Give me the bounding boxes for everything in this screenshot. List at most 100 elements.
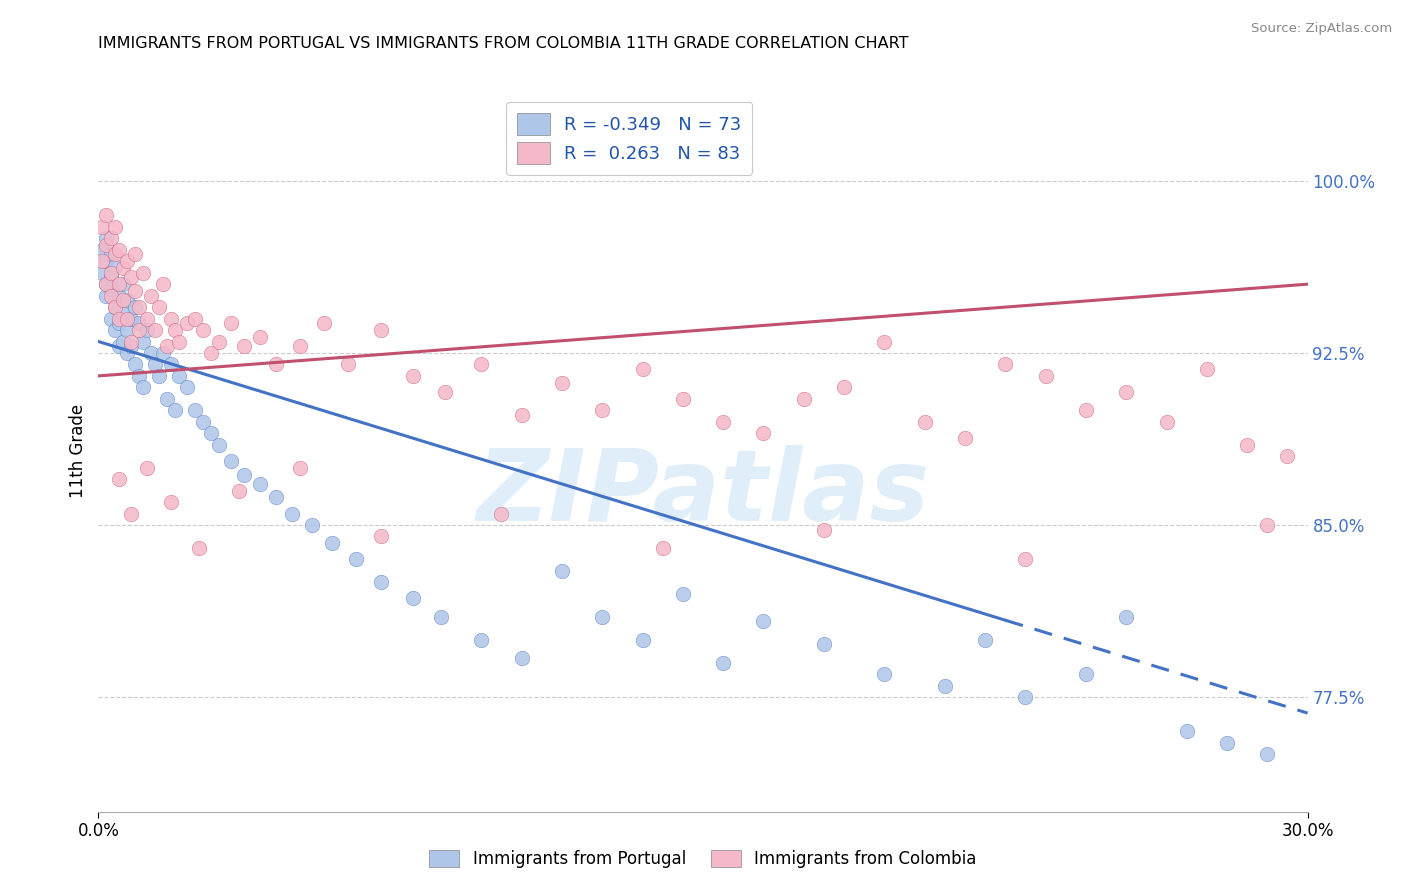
Point (337, 358, 360, 372)
Point (193, 323, 215, 337)
Point (591, 609, 613, 624)
Point (510, 408, 533, 422)
Point (1236, 438, 1258, 452)
Point (1216, 736, 1239, 750)
Point (1074, 667, 1097, 681)
Point (953, 431, 976, 445)
Point (156, 392, 179, 406)
Point (370, 529, 392, 543)
Point (124, 247, 146, 261)
Point (111, 307, 134, 321)
Point (115, 346, 138, 360)
Point (167, 368, 190, 383)
Point (107, 277, 129, 292)
Point (107, 472, 129, 486)
Point (491, 507, 513, 521)
Point (160, 311, 183, 326)
Point (135, 311, 157, 326)
Point (115, 293, 138, 308)
Point (994, 358, 1017, 372)
Point (160, 358, 183, 372)
Point (103, 300, 125, 314)
Point (96, 231, 118, 245)
Point (370, 323, 392, 337)
Point (103, 219, 125, 234)
Point (1115, 609, 1137, 624)
Point (470, 358, 492, 372)
Point (100, 270, 122, 285)
Point (111, 277, 134, 292)
Point (120, 270, 142, 285)
Point (132, 266, 155, 280)
Point (813, 637, 835, 651)
Point (91, 266, 114, 280)
Point (832, 380, 855, 394)
Point (103, 247, 125, 261)
Point (124, 358, 146, 372)
Point (111, 334, 134, 349)
Point (208, 438, 231, 452)
Point (288, 460, 311, 475)
Point (1035, 368, 1057, 383)
Point (470, 632, 492, 647)
Point (100, 311, 122, 326)
Point (107, 339, 129, 353)
Point (139, 288, 162, 302)
Point (148, 300, 170, 314)
Point (115, 311, 138, 326)
Point (551, 564, 574, 578)
Point (100, 247, 122, 261)
Point (1156, 415, 1178, 429)
Point (221, 316, 243, 330)
Point (96, 254, 118, 268)
Point (124, 284, 146, 298)
Point (107, 243, 129, 257)
Point (651, 541, 673, 555)
Point (111, 261, 134, 276)
Point (128, 316, 150, 330)
Point (96, 277, 118, 292)
Point (103, 300, 125, 314)
Point (631, 632, 654, 647)
Point (135, 460, 157, 475)
Point (120, 311, 142, 326)
Point (249, 330, 271, 344)
Point (672, 587, 695, 601)
Point (156, 339, 179, 353)
Point (128, 323, 150, 337)
Point (264, 491, 287, 505)
Point (672, 392, 695, 406)
Point (752, 426, 775, 441)
Point (1175, 724, 1198, 739)
Point (135, 323, 157, 337)
Point (124, 300, 146, 314)
Point (152, 346, 174, 360)
Point (96, 277, 118, 292)
Point (288, 339, 311, 353)
Point (184, 311, 207, 326)
Point (934, 679, 956, 693)
Point (100, 288, 122, 302)
Point (551, 376, 574, 390)
Point (176, 316, 198, 330)
Point (120, 507, 142, 521)
Point (711, 415, 734, 429)
Point (120, 339, 142, 353)
Legend: Immigrants from Portugal, Immigrants from Colombia: Immigrants from Portugal, Immigrants fro… (423, 843, 983, 875)
Point (184, 403, 207, 417)
Point (111, 293, 134, 308)
Point (115, 323, 138, 337)
Legend: R = -0.349   N = 73, R =  0.263   N = 83: R = -0.349 N = 73, R = 0.263 N = 83 (506, 102, 752, 175)
Point (163, 323, 186, 337)
Point (103, 259, 125, 273)
Point (143, 358, 166, 372)
Point (314, 316, 336, 330)
Point (249, 476, 271, 491)
Point (163, 403, 186, 417)
Point (232, 467, 254, 482)
Point (160, 495, 183, 509)
Point (752, 615, 775, 629)
Point (100, 266, 122, 280)
Point (96, 288, 118, 302)
Text: IMMIGRANTS FROM PORTUGAL VS IMMIGRANTS FROM COLOMBIA 11TH GRADE CORRELATION CHAR: IMMIGRANTS FROM PORTUGAL VS IMMIGRANTS F… (98, 36, 908, 51)
